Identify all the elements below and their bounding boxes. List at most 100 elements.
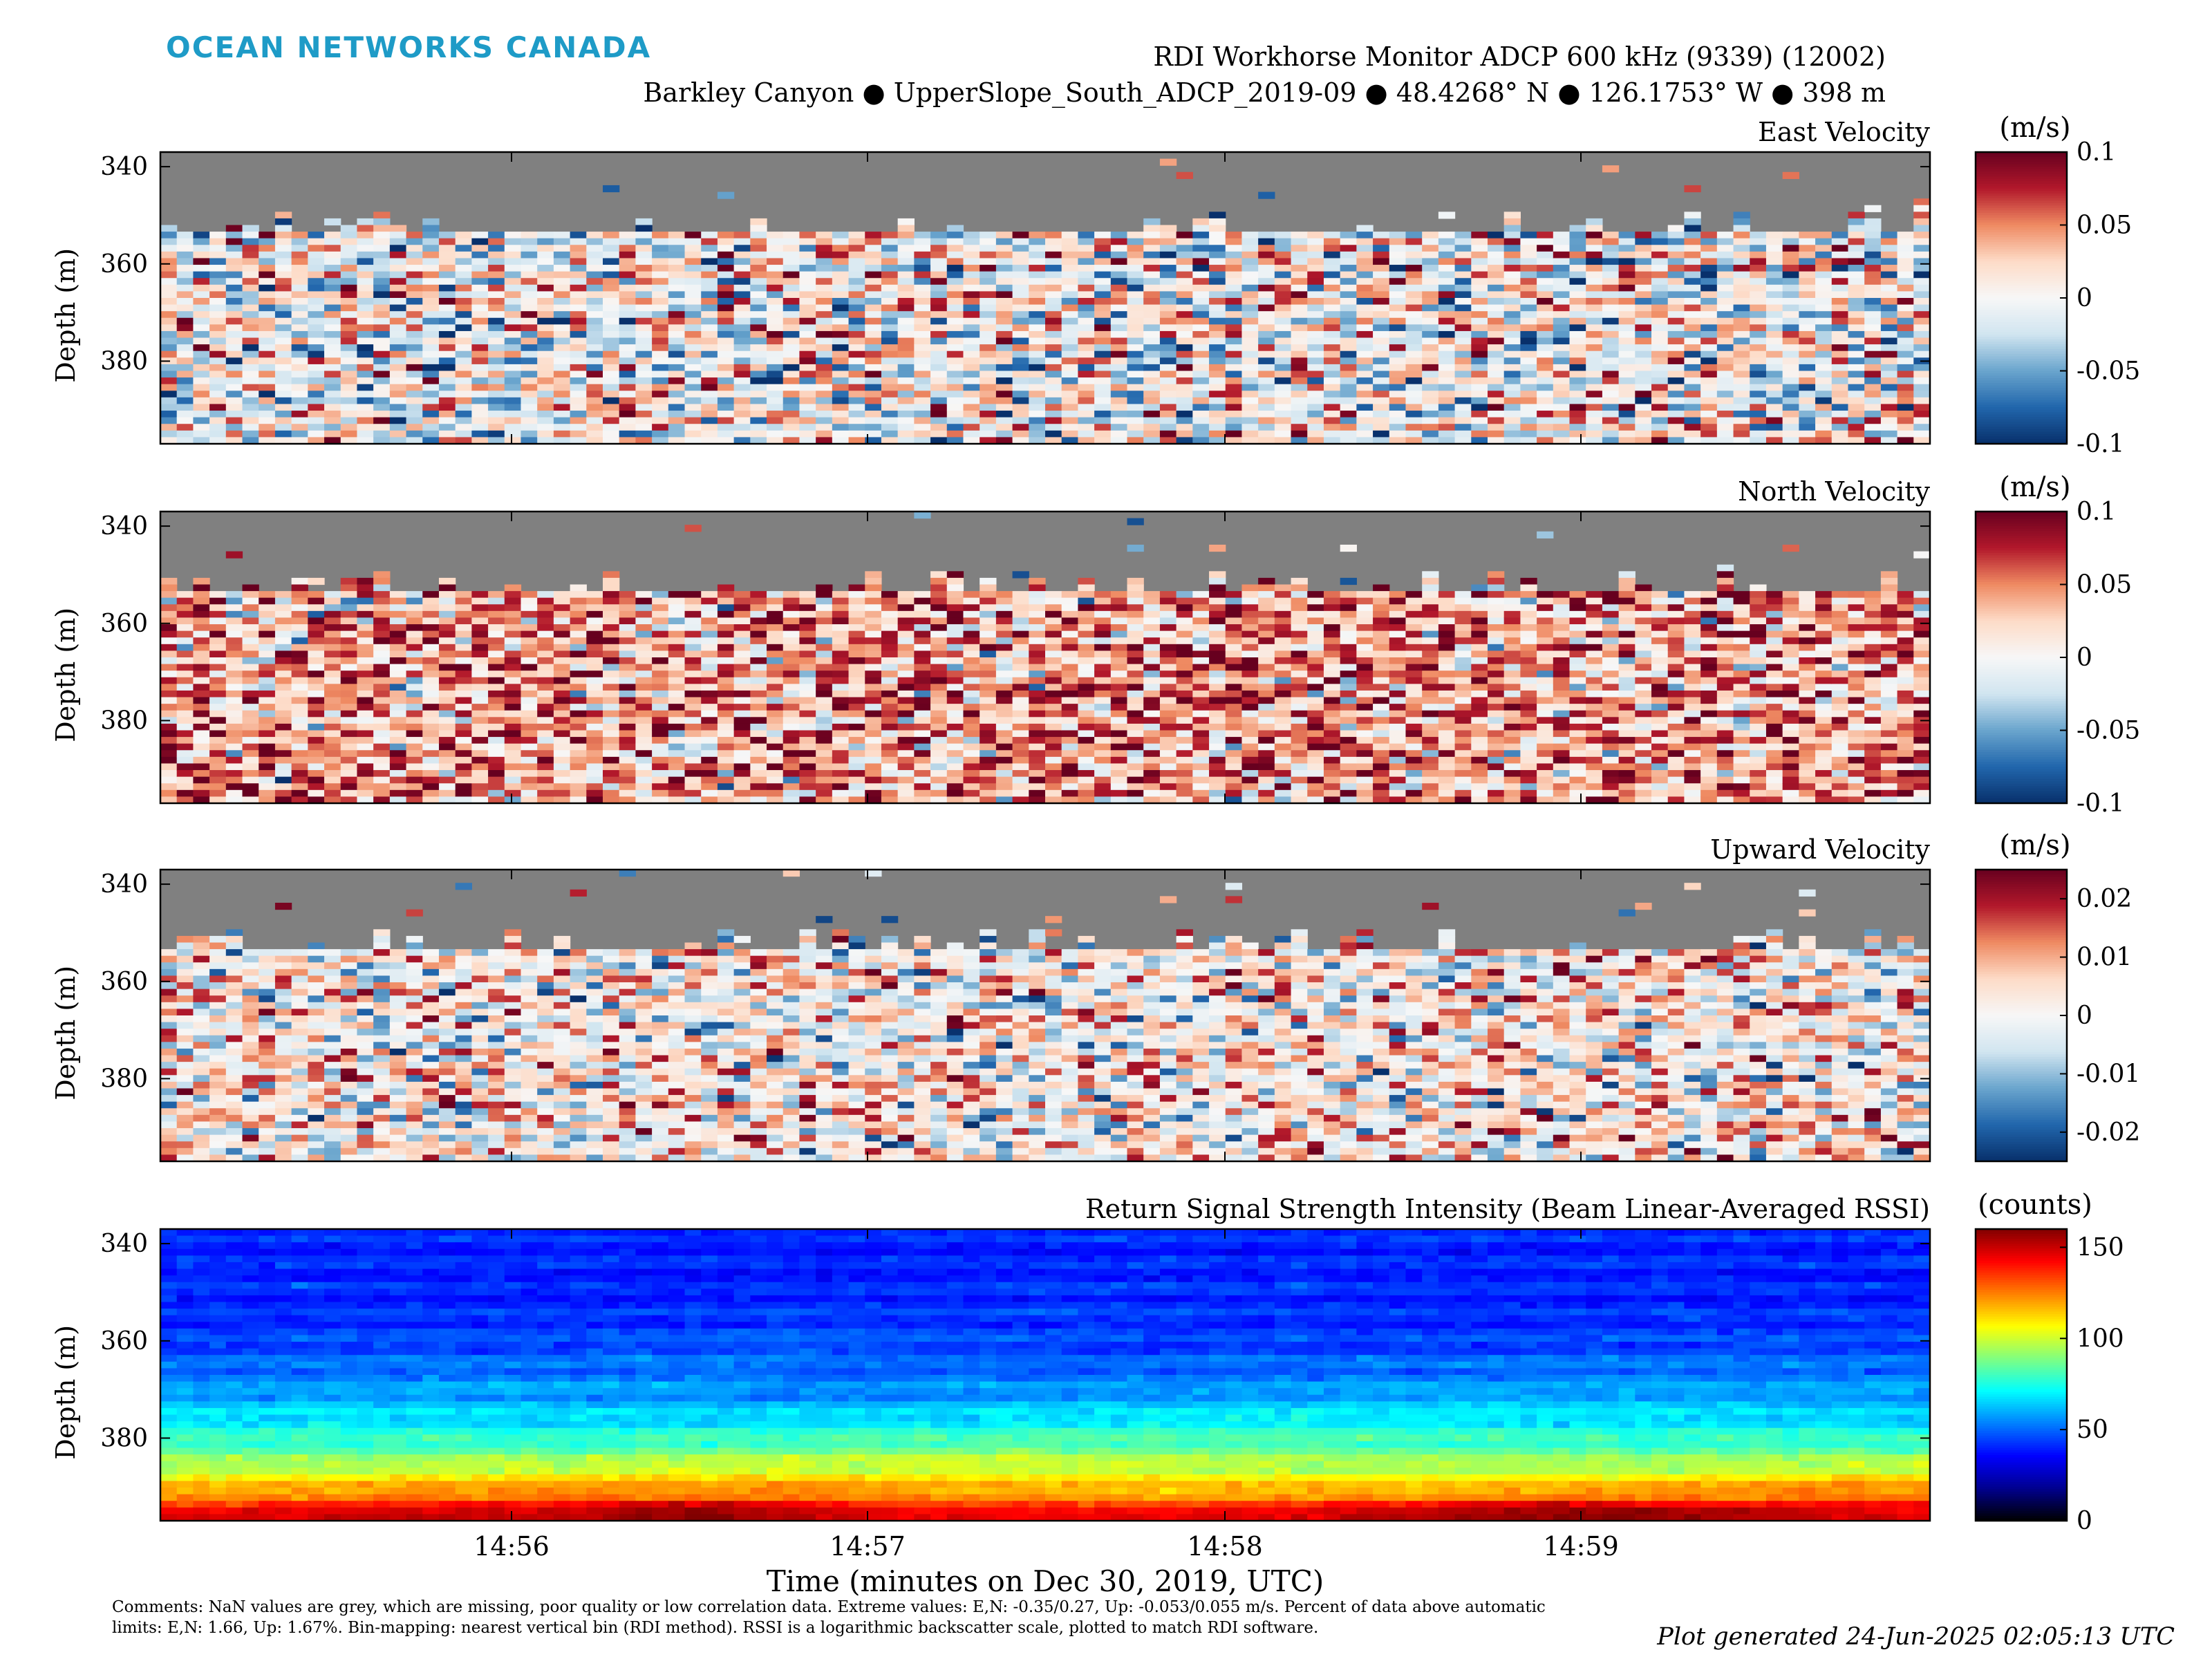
heatmap-cell — [1651, 371, 1669, 378]
heatmap-cell — [340, 291, 358, 299]
heatmap-cell — [438, 750, 456, 758]
heatmap-cell — [603, 650, 620, 658]
heatmap-cell — [389, 710, 407, 718]
heatmap-cell — [980, 278, 997, 285]
heatmap-cell — [1782, 344, 1799, 352]
heatmap-cell — [357, 317, 374, 325]
heatmap-cell — [1045, 232, 1062, 239]
heatmap-cell — [521, 238, 538, 245]
heatmap-cell — [274, 637, 292, 645]
heatmap-cell — [1274, 364, 1292, 372]
heatmap-cell — [1405, 317, 1423, 325]
heatmap-cell — [1291, 245, 1308, 252]
heatmap-cell — [504, 371, 522, 378]
heatmap-cell — [471, 271, 489, 279]
heatmap-cell — [1750, 371, 1767, 378]
heatmap-cell — [733, 344, 751, 352]
heatmap-cell — [291, 291, 308, 299]
heatmap-cell — [1373, 271, 1390, 279]
heatmap-cell — [373, 317, 391, 325]
heatmap-cell — [471, 350, 489, 358]
heatmap-cell — [832, 437, 850, 444]
heatmap-cell — [1389, 424, 1407, 431]
heatmap-cell — [1684, 251, 1701, 259]
heatmap-cell — [1569, 298, 1586, 306]
heatmap-cell — [373, 671, 391, 678]
heatmap-cell — [701, 770, 718, 778]
heatmap-cell — [1454, 384, 1472, 391]
heatmap-cell — [684, 750, 702, 758]
heatmap-cell — [668, 258, 686, 265]
heatmap-cell — [603, 377, 620, 385]
heatmap-cell — [1913, 317, 1931, 325]
heatmap-cell — [422, 630, 440, 638]
heatmap-cell — [553, 304, 571, 312]
heatmap-cell — [537, 337, 554, 345]
heatmap-cell — [619, 776, 636, 784]
heatmap-cell — [1782, 245, 1799, 252]
heatmap-cell — [357, 225, 374, 232]
heatmap-cell — [357, 311, 374, 319]
heatmap-cell — [1438, 265, 1456, 272]
heatmap-cell — [1373, 304, 1390, 312]
heatmap-cell — [733, 411, 751, 418]
heatmap-cell — [160, 225, 178, 232]
heatmap-cell — [308, 604, 325, 612]
heatmap-cell — [1537, 371, 1554, 378]
heatmap-cell — [1537, 265, 1554, 272]
heatmap-cell — [668, 271, 686, 279]
heatmap-cell — [767, 430, 784, 438]
heatmap-cell — [865, 251, 882, 259]
heatmap-cell — [340, 284, 358, 292]
heatmap-cell — [259, 291, 276, 299]
heatmap-cell — [340, 324, 358, 332]
heatmap-cell — [1618, 265, 1635, 272]
heatmap-cell — [701, 591, 718, 599]
heatmap-cell — [1733, 238, 1750, 245]
heatmap-cell — [701, 776, 718, 784]
heatmap-cell — [340, 245, 358, 252]
heatmap-cell — [324, 424, 341, 431]
heatmap-cell — [504, 704, 522, 711]
heatmap-cell — [635, 245, 653, 252]
heatmap-cell — [1029, 278, 1046, 285]
heatmap-cell — [537, 304, 554, 312]
heatmap-cell — [1110, 344, 1128, 352]
heatmap-cell — [1700, 337, 1718, 345]
heatmap-cell — [586, 671, 603, 678]
heatmap-cell — [1864, 337, 1882, 345]
heatmap-cell — [553, 630, 571, 638]
heatmap-cell — [1667, 384, 1685, 391]
heatmap-cell — [980, 298, 997, 306]
heatmap-cell — [373, 730, 391, 738]
heatmap-cell — [1192, 371, 1210, 378]
heatmap-cell — [586, 637, 603, 645]
heatmap-cell — [1356, 337, 1374, 345]
colorbar-step — [1976, 212, 2067, 216]
heatmap-cell — [1307, 397, 1324, 405]
heatmap-cell — [1340, 311, 1357, 319]
heatmap-cell — [1241, 437, 1259, 444]
heatmap-cell — [1520, 437, 1537, 444]
heatmap-cell — [1340, 324, 1357, 332]
heatmap-cell — [733, 437, 751, 444]
heatmap-cell — [963, 298, 980, 306]
heatmap-cell — [816, 430, 833, 438]
heatmap-cell — [1667, 397, 1685, 405]
heatmap-cell — [274, 404, 292, 411]
heatmap-cell — [1274, 404, 1292, 411]
heatmap-cell — [668, 430, 686, 438]
heatmap-cell — [1323, 391, 1341, 398]
heatmap-cell — [373, 684, 391, 691]
heatmap-cell — [1241, 424, 1259, 431]
heatmap-cell — [1520, 258, 1537, 265]
heatmap-cell — [521, 796, 538, 804]
heatmap-cell — [767, 671, 784, 678]
heatmap-cell — [259, 430, 276, 438]
heatmap-cell — [242, 624, 259, 632]
heatmap-cell — [1618, 384, 1635, 391]
heatmap-cell — [438, 697, 456, 704]
heatmap-cell — [816, 258, 833, 265]
heatmap-cell — [1782, 284, 1799, 292]
heatmap-cell — [570, 238, 587, 245]
